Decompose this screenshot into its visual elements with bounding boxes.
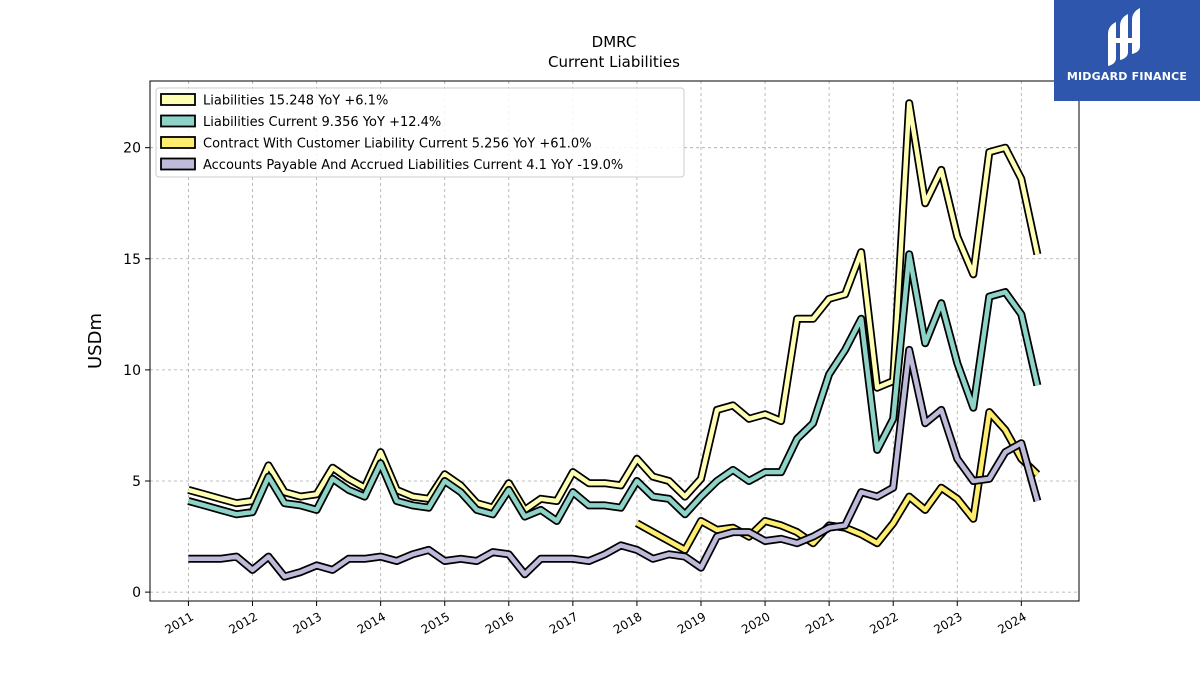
x-tick-label: 2018 <box>611 609 644 636</box>
plot-frame <box>149 80 1080 602</box>
y-tick-label: 5 <box>132 474 141 490</box>
x-tick-label: 2021 <box>803 609 836 636</box>
x-tick-label: 2023 <box>931 609 964 636</box>
x-tick-label: 2019 <box>675 609 708 636</box>
legend: Liabilities 15.248 YoY +6.1% Liabilities … <box>155 87 685 178</box>
legend-entry: Accounts Payable And Accrued Liabilities… <box>203 158 623 173</box>
x-ticks: 2011 2012 2013 2014 2015 2016 2017 2018 2019 2020… <box>162 601 1029 637</box>
y-ticks: 0 5 10 15 20 <box>123 141 150 601</box>
x-tick-label: 2011 <box>162 609 195 636</box>
legend-entry: Contract With Customer Liability Current… <box>203 137 592 152</box>
x-tick-label: 2016 <box>483 609 516 636</box>
legend-entry: Liabilities 15.248 YoY +6.1% <box>203 94 388 109</box>
x-tick-label: 2013 <box>291 609 324 636</box>
series-line-outline <box>188 345 1042 581</box>
logo-mark-icon <box>1108 8 1140 66</box>
chart-subtitle: Current Liabilities <box>548 53 680 71</box>
x-tick-label: 2020 <box>739 609 772 636</box>
x-tick-label: 2012 <box>227 609 260 636</box>
legend-swatch <box>160 136 196 149</box>
x-tick-label: 2015 <box>419 609 452 636</box>
y-axis-label: USDm <box>85 313 106 369</box>
legend-box <box>155 87 685 178</box>
legend-swatch <box>160 157 196 171</box>
y-tick-label: 10 <box>123 363 141 379</box>
series-line-1 <box>187 100 1040 513</box>
x-tick-label: 2024 <box>995 609 1028 636</box>
series-lines <box>187 99 1042 581</box>
logo-text: MIDGARD FINANCE <box>1066 70 1188 83</box>
chart-title: DMRC <box>592 33 637 51</box>
x-tick-label: 2014 <box>355 609 388 636</box>
logo: MIDGARD FINANCE <box>1054 0 1200 101</box>
series-line-2 <box>187 252 1040 524</box>
y-tick-label: 15 <box>123 252 141 268</box>
x-tick-label: 2022 <box>867 609 900 636</box>
legend-swatch <box>160 93 196 106</box>
series-line-4 <box>188 347 1040 579</box>
x-tick-label: 2017 <box>547 609 580 636</box>
y-tick-label: 20 <box>123 141 141 157</box>
legend-swatch <box>160 114 196 128</box>
y-tick-label: 0 <box>132 585 141 601</box>
legend-entry: Liabilities Current 9.356 YoY +12.4% <box>203 115 441 130</box>
